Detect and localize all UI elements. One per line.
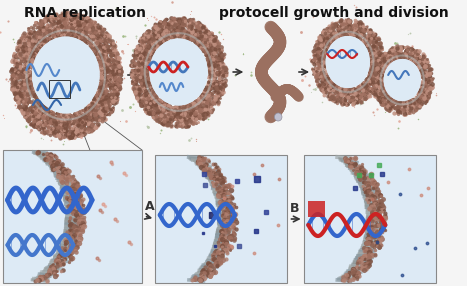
Bar	[155, 155, 287, 283]
Ellipse shape	[325, 36, 370, 88]
Bar	[49, 80, 70, 98]
Ellipse shape	[32, 37, 99, 114]
Ellipse shape	[149, 39, 208, 106]
Bar	[304, 155, 436, 283]
Ellipse shape	[325, 36, 370, 88]
Text: RNA replication: RNA replication	[24, 6, 146, 20]
Ellipse shape	[383, 59, 421, 101]
Bar	[3, 150, 142, 283]
Text: A: A	[145, 200, 154, 212]
Ellipse shape	[275, 113, 282, 121]
Bar	[308, 201, 325, 217]
Ellipse shape	[32, 37, 99, 114]
Ellipse shape	[383, 59, 421, 101]
Text: protocell growth and division: protocell growth and division	[219, 6, 448, 20]
Text: B: B	[290, 202, 299, 215]
Ellipse shape	[149, 39, 208, 106]
